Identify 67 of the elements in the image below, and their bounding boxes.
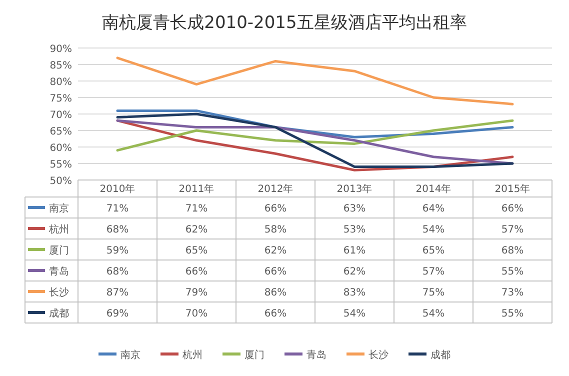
x-tick-label: 2014年: [416, 183, 452, 195]
data-label: 68%: [106, 266, 129, 278]
data-label: 66%: [185, 266, 208, 278]
x-tick-label: 2015年: [494, 183, 530, 195]
y-tick-label: 70%: [50, 110, 72, 121]
data-label: 71%: [106, 204, 129, 214]
legend-label: 长沙: [49, 286, 69, 298]
text: 成都: [430, 350, 450, 361]
legend-label: 成都: [49, 308, 69, 320]
data-label: 57%: [501, 224, 524, 236]
y-tick-label: 80%: [50, 77, 72, 88]
data-label: 62%: [264, 246, 287, 256]
chart-title: 南杭厦青长成2010-2015五星级酒店平均出租率: [102, 13, 467, 33]
x-tick-label: 2010年: [100, 183, 136, 195]
data-label: 54%: [343, 308, 366, 320]
legend-label: 青岛: [49, 266, 69, 278]
y-tick-label: 75%: [50, 94, 72, 104]
line-series: [116, 119, 514, 152]
legend-label: 南京: [49, 202, 69, 214]
data-label: 66%: [264, 266, 287, 278]
y-tick-label: 55%: [50, 160, 72, 170]
legend-label: 厦门: [49, 244, 69, 256]
text: 厦门: [244, 350, 264, 361]
data-label: 64%: [422, 204, 445, 214]
data-label: 62%: [343, 266, 366, 278]
text: 南京: [120, 350, 140, 361]
data-label: 65%: [422, 246, 445, 256]
data-label: 55%: [501, 308, 524, 320]
text: 杭州: [182, 350, 202, 361]
y-tick-label: 90%: [50, 44, 72, 55]
y-tick-label: 85%: [50, 60, 72, 72]
data-label: 69%: [106, 308, 129, 320]
data-label: 54%: [422, 224, 445, 236]
y-tick-label: 65%: [50, 126, 72, 138]
data-label: 83%: [343, 288, 366, 298]
text: 长沙: [368, 350, 388, 361]
data-label: 73%: [501, 288, 524, 298]
data-label: 86%: [264, 288, 287, 298]
data-label: 68%: [106, 224, 129, 236]
data-label: 65%: [185, 246, 208, 256]
data-label: 54%: [422, 308, 445, 320]
data-label: 59%: [106, 246, 129, 256]
data-label: 75%: [422, 288, 445, 298]
x-tick-label: 2011年: [178, 183, 214, 195]
line-series: [116, 56, 514, 106]
y-tick-label: 50%: [50, 176, 72, 187]
data-label: 68%: [501, 246, 524, 256]
data-label: 63%: [343, 204, 366, 214]
data-label: 55%: [501, 266, 524, 278]
data-label: 57%: [422, 266, 445, 278]
data-label: 70%: [185, 308, 208, 320]
text: 青岛: [306, 350, 326, 361]
data-label: 58%: [264, 224, 287, 236]
x-tick-label: 2013年: [336, 183, 372, 195]
data-label: 66%: [501, 204, 524, 214]
data-label: 66%: [264, 308, 287, 320]
legend-label: 杭州: [48, 224, 69, 236]
data-label: 66%: [264, 204, 287, 214]
data-label: 71%: [185, 204, 208, 214]
data-label: 61%: [343, 246, 366, 256]
line-series: [116, 112, 514, 168]
data-label: 87%: [106, 288, 129, 298]
data-label: 62%: [185, 224, 208, 236]
x-tick-label: 2012年: [258, 183, 294, 195]
y-tick-label: 60%: [50, 143, 72, 154]
data-label: 79%: [185, 288, 208, 298]
data-label: 53%: [343, 224, 366, 236]
